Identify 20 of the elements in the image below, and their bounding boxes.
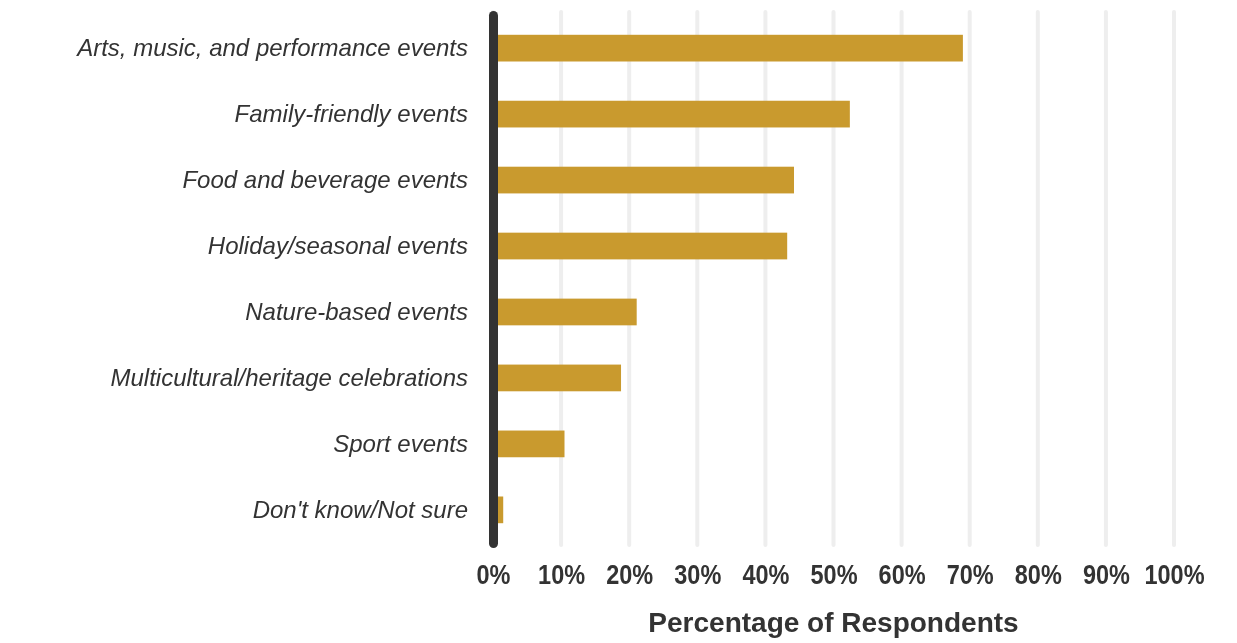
x-tick-label: 40% bbox=[742, 558, 790, 590]
x-tick-label: 0% bbox=[476, 558, 511, 590]
y-tick-label: Nature-based events bbox=[245, 297, 468, 325]
y-tick-label: Multicultural/heritage celebrations bbox=[110, 363, 468, 391]
y-tick-label: Food and beverage events bbox=[182, 165, 468, 193]
x-tick-label: 90% bbox=[1082, 558, 1130, 590]
x-tick-label: 80% bbox=[1014, 558, 1062, 590]
y-tick-label: Sport events bbox=[333, 429, 468, 457]
x-tick-label: 70% bbox=[946, 558, 994, 590]
y-tick-label: Arts, music, and performance events bbox=[75, 33, 468, 61]
x-tick-label: 30% bbox=[674, 558, 722, 590]
x-tick-label: 60% bbox=[878, 558, 926, 590]
x-tick-label: 10% bbox=[538, 558, 586, 590]
x-tick-label: 100% bbox=[1144, 558, 1205, 590]
y-tick-label: Don't know/Not sure bbox=[252, 495, 468, 523]
y-tick-label: Holiday/seasonal events bbox=[207, 231, 468, 259]
x-tick-label: 20% bbox=[606, 558, 654, 590]
x-axis-title: Percentage of Respondents bbox=[648, 607, 1019, 638]
x-tick-label: 50% bbox=[810, 558, 858, 590]
y-tick-label: Family-friendly events bbox=[234, 99, 468, 127]
